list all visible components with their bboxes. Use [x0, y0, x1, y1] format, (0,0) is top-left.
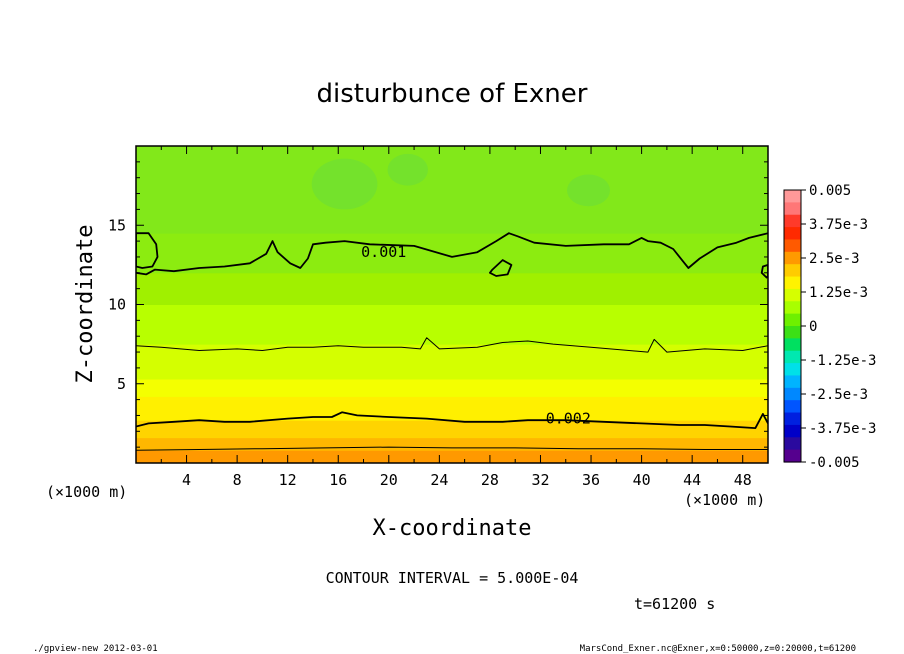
colorbar-swatch	[784, 400, 801, 414]
colorbar-swatch	[784, 412, 801, 426]
colorbar-label: -0.005	[809, 455, 860, 471]
colorbar-swatch	[784, 326, 801, 339]
colorbar-label: 1.25e-3	[809, 285, 868, 301]
x-tick-label: 4	[182, 471, 191, 489]
contour-lines	[136, 232, 768, 451]
x-tick-label: 24	[430, 471, 448, 489]
x-tick-label: 16	[329, 471, 347, 489]
x-axis-label: X-coordinate	[373, 516, 532, 541]
contour-label: 0.001	[361, 243, 406, 261]
x-tick-label: 36	[582, 471, 600, 489]
x-tick-label: 28	[481, 471, 499, 489]
x-axis-unit-left: (×1000 m)	[46, 483, 127, 501]
colorbar-label: 2.5e-3	[809, 251, 860, 267]
contour-interval-text: CONTOUR INTERVAL = 5.000E-04	[326, 569, 579, 587]
colorbar-swatch	[784, 387, 801, 401]
contour-band	[136, 146, 768, 234]
contour-cell	[567, 174, 611, 207]
contour-line	[136, 446, 768, 451]
colorbar-swatch	[784, 288, 801, 302]
colorbar-label: 3.75e-3	[809, 217, 868, 233]
x-tick-label: 12	[279, 471, 297, 489]
colorbar-swatch	[784, 227, 801, 241]
colorbar-label: 0.005	[809, 183, 851, 199]
chart-title: disturbunce of Exner	[317, 79, 588, 109]
colorbar-swatch	[784, 301, 801, 315]
y-tick-label: 10	[108, 296, 126, 314]
contour-line	[760, 264, 768, 279]
contour-line	[136, 337, 768, 353]
colorbar-swatch	[784, 276, 801, 290]
contour-band	[136, 437, 768, 451]
x-tick-label: 44	[683, 471, 701, 489]
colorbar-swatch	[784, 350, 801, 364]
x-tick-label: 8	[233, 471, 242, 489]
contour-labels: 0.001 0.002	[361, 243, 591, 427]
y-tick-label: 15	[108, 216, 126, 234]
x-axis-ticks: 4 8 12 16 20 24 28 32 36 40 44 48	[160, 146, 752, 489]
contour-band	[136, 233, 768, 274]
time-text: t=61200 s	[634, 595, 715, 613]
contour-cell	[311, 158, 378, 210]
contour-fill	[136, 146, 768, 463]
x-tick-label: 40	[633, 471, 651, 489]
contour-band	[136, 396, 768, 421]
contour-line	[489, 259, 513, 277]
contour-line	[136, 232, 159, 269]
colorbar-swatch	[784, 202, 801, 216]
x-tick-label: 32	[531, 471, 549, 489]
colorbar-swatch	[784, 239, 801, 253]
colorbar-swatch	[784, 363, 801, 377]
x-tick-label: 48	[734, 471, 752, 489]
colorbar-label: 0	[809, 319, 817, 335]
colorbar-labels: 0.005 3.75e-3 2.5e-3 1.25e-3 0 -1.25e-3 -2.5e-…	[801, 183, 876, 471]
contour-cell	[387, 153, 428, 186]
colorbar-swatch	[784, 437, 801, 451]
colorbar-label: -1.25e-3	[809, 353, 876, 369]
contour-band	[136, 420, 768, 439]
x-tick-label: 20	[380, 471, 398, 489]
colorbar-swatch	[784, 264, 801, 278]
colorbar-swatch	[784, 375, 801, 389]
colorbar-swatch	[784, 251, 801, 265]
colorbar-swatch	[784, 214, 801, 228]
colorbar-swatch	[784, 338, 801, 352]
contour-band	[136, 304, 768, 345]
colorbar-swatch	[784, 424, 801, 438]
colorbar-swatch	[784, 190, 801, 203]
y-tick-label: 5	[117, 375, 126, 393]
contour-line	[136, 411, 768, 429]
contour-band	[136, 272, 768, 305]
y-axis-label: Z-coordinate	[73, 225, 98, 384]
x-axis-unit-right: (×1000 m)	[684, 491, 765, 509]
colorbar-swatch	[784, 313, 801, 327]
contour-band	[136, 344, 768, 380]
contour-band	[136, 378, 768, 397]
colorbar-swatch	[784, 449, 801, 463]
contour-band	[136, 450, 768, 463]
y-axis-ticks: 5 10 15	[108, 161, 768, 448]
colorbar	[783, 189, 802, 463]
contour-label: 0.002	[546, 410, 591, 428]
colorbar-label: -2.5e-3	[809, 387, 868, 403]
contour-line	[136, 232, 768, 276]
footer-right: MarsCond_Exner.nc@Exner,x=0:50000,z=0:20…	[580, 644, 856, 654]
footer-left: ./gpview-new 2012-03-01	[33, 644, 158, 654]
colorbar-label: -3.75e-3	[809, 421, 876, 437]
